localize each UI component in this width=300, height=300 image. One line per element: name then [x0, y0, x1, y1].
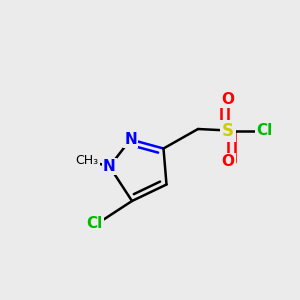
Text: N: N: [103, 159, 116, 174]
Text: Cl: Cl: [86, 216, 103, 231]
Text: N: N: [124, 132, 137, 147]
Text: Cl: Cl: [256, 123, 272, 138]
Text: O: O: [221, 154, 235, 169]
Text: S: S: [222, 122, 234, 140]
Text: O: O: [221, 92, 235, 106]
Text: CH₃: CH₃: [75, 154, 99, 167]
